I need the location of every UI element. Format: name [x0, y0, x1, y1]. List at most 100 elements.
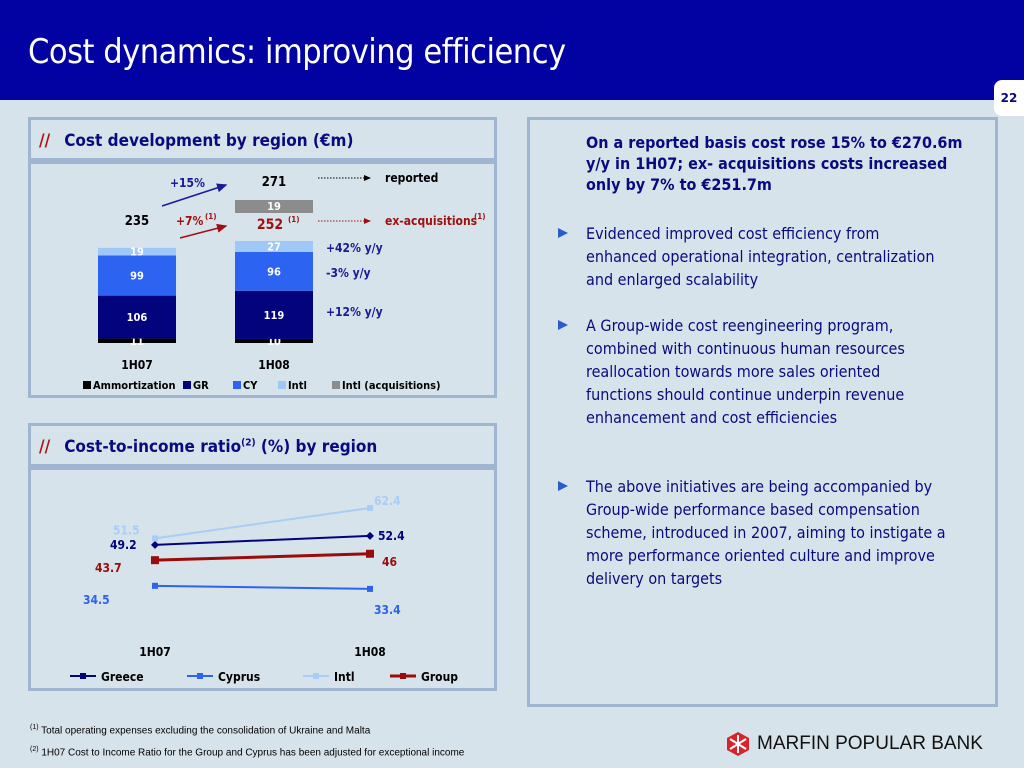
data-point-marker [366, 549, 374, 558]
x-tick-label: 1H07 [121, 358, 153, 372]
footnote-2: (2) 1H07 Cost to Income Ratio for the Gr… [30, 746, 464, 758]
commentary-panel: On a reported basis cost rose 15% to €27… [527, 117, 998, 707]
header-bar [0, 0, 1024, 100]
legend-marker [80, 673, 86, 679]
line-series-intl [154, 507, 371, 540]
bar-data-label: 19 [130, 246, 144, 259]
logo-text: MARFIN POPULAR BANK [757, 733, 983, 754]
legend-label: Greece [101, 670, 144, 684]
page-number: 22 [994, 80, 1024, 116]
line-series-group [154, 552, 371, 562]
legend-swatch [183, 381, 191, 389]
bar-segment-intl-acquisitions [235, 200, 313, 213]
data-point-marker [151, 556, 159, 565]
line-chart: 49.2 52.4 34.5 33.4 51.5 62.4 43.7 46 1H07 1H08 Gr… [70, 494, 458, 684]
total-label: 235 [125, 214, 149, 229]
legend-label: Intl [288, 379, 307, 392]
bullet-1: Evidenced improved cost efficiency from … [558, 222, 946, 291]
growth-arrow-icon [179, 223, 228, 239]
data-label: 43.7 [95, 561, 122, 575]
data-label: 33.4 [374, 603, 401, 617]
footnote-text: Total operating expenses excluding the c… [38, 725, 371, 737]
bar-segment-cy [235, 251, 313, 291]
data-point-marker [367, 505, 373, 511]
growth-arrow-icon [161, 183, 228, 207]
bar-chart-panel: 11 106 99 19 1H07 10 119 96 27 1H08 19 235 271 252 (1)… [28, 161, 497, 398]
triangle-bullet-icon [558, 320, 568, 330]
headline: On a reported basis cost rose 15% to €27… [586, 133, 963, 194]
triangle-bullet-icon [558, 481, 568, 491]
panel2-title-box: // Cost-to-income ratio(2) (%) by region [28, 423, 497, 467]
bar-data-label: 119 [264, 309, 285, 322]
footnote-text: 1H07 Cost to Income Ratio for the Group … [38, 747, 465, 759]
x-tick-label: 1H07 [139, 645, 171, 659]
page-title: Cost dynamics: improving efficiency [28, 32, 566, 72]
ex-acq-sup: (1) [288, 215, 300, 224]
bar-data-label: 106 [127, 311, 148, 324]
legend-swatch [233, 381, 241, 389]
reported-label: reported [385, 171, 438, 185]
bullet-text: Evidenced improved cost efficiency from … [586, 224, 935, 289]
bullet-2: A Group-wide cost reengineering program,… [558, 314, 946, 429]
data-label: 52.4 [378, 529, 405, 543]
slash-icon: // [39, 437, 51, 457]
legend-swatch [83, 381, 91, 389]
bar-data-label: 27 [267, 240, 281, 253]
data-point-marker [152, 582, 158, 589]
footnote-1: (1) Total operating expenses excluding t… [30, 724, 370, 736]
data-point-marker [367, 585, 373, 592]
bar-segment-gr [235, 290, 313, 339]
legend-label: Intl [334, 670, 355, 684]
bar-segment-ammortization [98, 338, 176, 343]
legend-marker [197, 673, 203, 679]
legend-marker [400, 673, 406, 679]
data-label: 34.5 [83, 593, 110, 607]
data-label: 51.5 [113, 523, 140, 537]
data-point-marker [366, 531, 374, 540]
bullet-text: The above initiatives are being accompan… [586, 477, 946, 588]
bar-data-label: 99 [130, 270, 144, 283]
ex-acq-label: ex-acquisitions [385, 214, 477, 228]
panel1-title-box: // Cost development by region (€m) [28, 117, 497, 161]
legend-swatch [278, 381, 286, 389]
bullet-3: The above initiatives are being accompan… [558, 475, 946, 590]
legend-label: Ammortization [93, 379, 176, 392]
line-series-greece [154, 534, 371, 546]
triangle-bullet-icon [558, 228, 568, 238]
data-label: 49.2 [110, 538, 137, 552]
bar-segment-ammortization [235, 338, 313, 343]
cy-yy-label: -3% y/y [326, 266, 371, 280]
bar-segment-intl [98, 247, 176, 256]
data-label: 46 [382, 555, 397, 569]
legend-label: Cyprus [218, 670, 260, 684]
legend-swatch [332, 381, 340, 389]
legend-marker [313, 673, 319, 679]
bar-data-label: 19 [267, 200, 281, 213]
data-point-marker [151, 540, 159, 549]
total-label: 271 [262, 175, 286, 190]
logo-flower-icon [727, 732, 749, 756]
footnote-marker: (1) [30, 724, 39, 731]
x-tick-label: 1H08 [258, 358, 290, 372]
gr-yy-label: +12% y/y [326, 305, 383, 319]
slash-icon: // [39, 131, 51, 151]
growth-reported-label: +15% [170, 176, 205, 190]
intl-yy-label: +42% y/y [326, 241, 383, 255]
panel2-title: Cost-to-income ratio [64, 437, 242, 457]
footnote-marker: (2) [30, 746, 39, 753]
panel2-title-sup: (2) [241, 437, 256, 449]
line-series-cyprus [154, 584, 371, 590]
legend-label: Group [421, 670, 458, 684]
line-chart-panel: 49.2 52.4 34.5 33.4 51.5 62.4 43.7 46 1H07 1H08 Gr… [28, 467, 497, 691]
legend-label: Intl (acquisitions) [342, 379, 441, 392]
bank-logo: MARFIN POPULAR BANK [725, 731, 983, 757]
bar-segment-intl [235, 240, 313, 252]
legend-label: GR [193, 379, 209, 392]
bar-segment-gr [98, 295, 176, 339]
panel2-title-rest: (%) by region [255, 437, 378, 457]
bar-segment-cy [98, 255, 176, 296]
bar-data-label: 96 [267, 265, 281, 278]
bullet-text: A Group-wide cost reengineering program,… [586, 316, 905, 427]
growth-ex-sup: (1) [205, 212, 217, 221]
